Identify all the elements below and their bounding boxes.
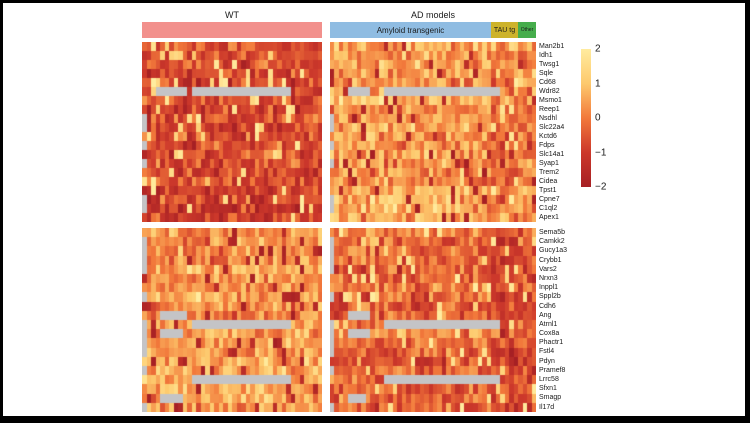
gene-label: Sqle xyxy=(539,70,554,77)
gene-label: Nsdhl xyxy=(539,115,557,122)
colorbar-tick-label: 2 xyxy=(595,43,601,55)
gene-label: Fdps xyxy=(539,142,555,149)
gene-label: Slc22a4 xyxy=(539,124,565,131)
gene-label: Crybb1 xyxy=(539,256,562,264)
gene-label: Apex1 xyxy=(539,214,559,221)
gene-label: Man2b1 xyxy=(539,43,565,50)
gene-label: Sppl2b xyxy=(539,293,561,301)
colorbar-tick-label: 1 xyxy=(595,78,601,89)
gene-label: Vars2 xyxy=(539,265,557,273)
tau-tg-label: TAU tg xyxy=(493,26,516,34)
gene-label: Atrnl1 xyxy=(539,320,558,328)
gene-labels-block1: Man2b1 Idh1 Twsg1 Sqle Cd68 Wdr82 Msmo1 Reep1 Ns… xyxy=(539,42,591,222)
wt-group-title: WT xyxy=(225,10,239,20)
gene-label: Trem2 xyxy=(539,169,559,176)
colorbar-tick-label: 0 xyxy=(595,112,601,124)
gene-label: Il17d xyxy=(539,403,555,411)
gene-label: Cd68 xyxy=(539,79,556,86)
colorbar xyxy=(581,49,591,187)
gene-label: Twsg1 xyxy=(539,61,560,68)
gene-label: Slc14a1 xyxy=(539,151,565,158)
gene-label: Cpne7 xyxy=(539,196,560,203)
gene-label: Smagp xyxy=(539,394,562,402)
gene-label: Idh1 xyxy=(539,52,553,59)
heatmap-block2-wt-panel xyxy=(142,228,322,412)
gene-label: Nrxn3 xyxy=(539,274,558,282)
colorbar-tick-label: −2 xyxy=(595,181,607,193)
amyloid-transgenic-label: Amyloid transgenic xyxy=(376,25,445,35)
heatmap-block1-ad-panel xyxy=(330,42,536,222)
gene-label: Ang xyxy=(539,311,552,319)
tau-tg-group-bar: TAU tg xyxy=(491,22,518,38)
gene-label: Pramef8 xyxy=(539,366,566,374)
gene-label: Tpst1 xyxy=(539,187,557,194)
gene-label: Cox8a xyxy=(539,330,560,338)
gene-label: Kctd6 xyxy=(539,133,557,140)
gene-label: Cidea xyxy=(539,178,558,185)
amyloid-transgenic-group-bar: Amyloid transgenic xyxy=(330,22,491,38)
gene-label: Msmo1 xyxy=(539,97,562,104)
gene-label: Fstl4 xyxy=(539,348,555,356)
gene-label: C1ql2 xyxy=(539,205,558,212)
heatmap-block2-ad-panel xyxy=(330,228,536,412)
gene-labels-block2: Sema5b Camkk2 Gucy1a3 Crybb1 Vars2 Nrxn3 Inppl… xyxy=(539,228,591,412)
ad-models-group-title: AD models xyxy=(410,10,455,20)
heatmap-block1-wt-panel xyxy=(142,42,322,222)
gene-label: Sfxn1 xyxy=(539,385,557,393)
wt-group-bar xyxy=(142,22,322,38)
gene-label: Reep1 xyxy=(539,106,560,113)
gene-label: Lrrc58 xyxy=(539,376,559,383)
gene-label: Phactr1 xyxy=(539,339,564,347)
gene-label: Sema5b xyxy=(539,229,566,236)
gene-label: Syap1 xyxy=(539,160,559,167)
colorbar-tick-label: −1 xyxy=(595,147,607,158)
other-group-bar: Other xyxy=(518,22,536,38)
gene-label: Wdr82 xyxy=(539,88,560,95)
gene-label: Pdyn xyxy=(539,357,555,365)
other-label: Other xyxy=(520,27,534,33)
gene-label: Inppl1 xyxy=(539,284,559,292)
gene-label: Gucy1a3 xyxy=(539,247,568,255)
colorbar-tick-labels: 2 1 0 −1 −2 xyxy=(595,44,619,193)
gene-label: Cdh6 xyxy=(539,302,556,310)
gene-label: Camkk2 xyxy=(539,238,565,246)
